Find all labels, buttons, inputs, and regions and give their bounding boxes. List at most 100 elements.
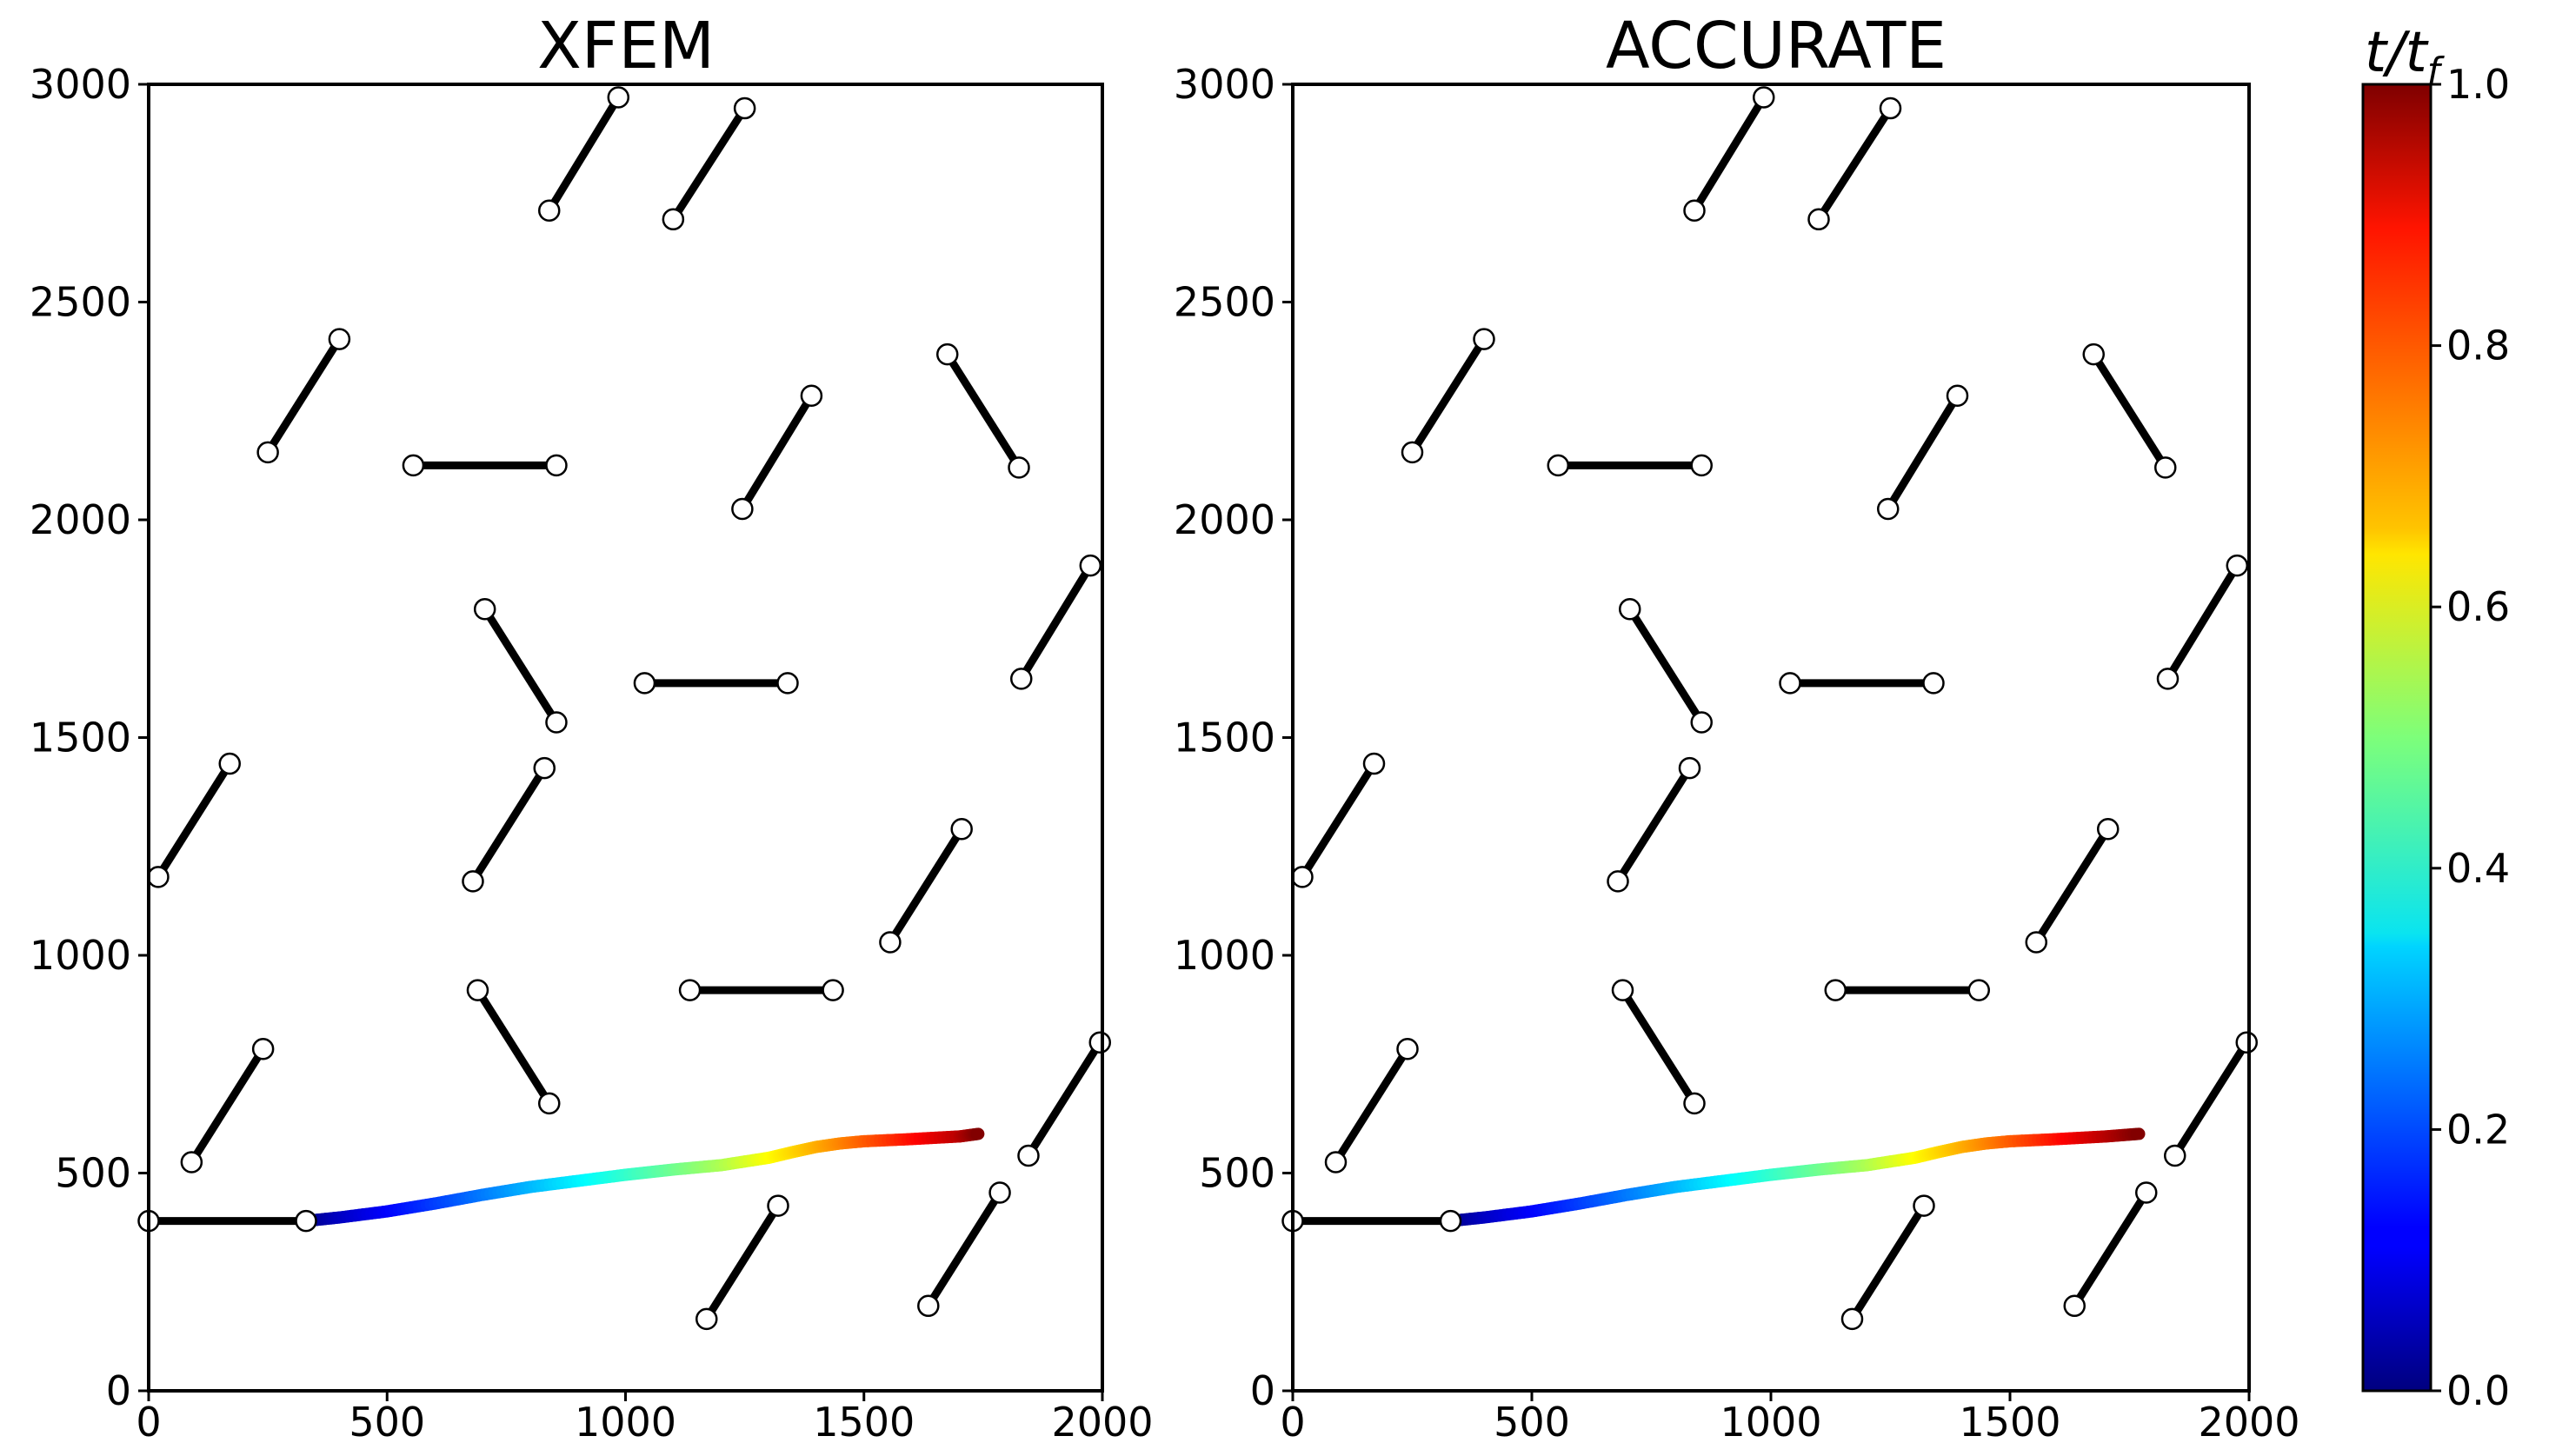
- accurate-fracture-tip-marker: [1690, 454, 1713, 477]
- accurate-fracture-tip-marker: [2063, 1294, 2086, 1318]
- accurate-fracture-tip-marker: [1678, 756, 1701, 780]
- accurate-fracture-tip-marker: [1611, 979, 1634, 1001]
- xfem-fracture-tip-marker: [256, 441, 279, 464]
- accurate-fracture-tip-marker: [1946, 384, 1969, 407]
- xfem-fracture-tip-marker: [537, 199, 561, 223]
- xfem-fracture-tip-marker: [695, 1307, 718, 1331]
- accurate-fracture-tip-marker: [1690, 711, 1713, 734]
- xfem-fracture-tip-marker: [545, 454, 568, 477]
- xfem-fracture-tip-marker: [251, 1037, 275, 1060]
- xfem-y-tick-label: 2000: [30, 496, 131, 543]
- xfem-y-tick-label: 1500: [30, 715, 131, 761]
- accurate-fracture-tip-marker: [1824, 979, 1847, 1001]
- accurate-fracture-tip-marker: [2082, 342, 2105, 366]
- xfem-fracture-tip-marker: [1088, 1031, 1112, 1054]
- xfem-fracture-tip-marker: [607, 86, 630, 109]
- accurate-x-tick-label: 1500: [1959, 1399, 2060, 1446]
- accurate-fracture-tip-marker: [1779, 672, 1801, 695]
- accurate-y-tick-label: 1500: [1174, 715, 1275, 761]
- accurate-y-tick-label: 0: [1250, 1367, 1275, 1414]
- xfem-plot-area: [137, 86, 1112, 1331]
- accurate-fracture-tip-marker: [1547, 454, 1569, 477]
- xfem-x-tick-label: 0: [136, 1399, 161, 1446]
- xfem-fracture-tip-marker: [988, 1181, 1011, 1204]
- xfem-fracture-tip-marker: [473, 597, 496, 621]
- accurate-y-tick-label: 1000: [1174, 932, 1275, 979]
- xfem-natural-fracture: [188, 1047, 267, 1165]
- accurate-natural-fracture: [1299, 761, 1378, 880]
- accurate-fracture-tip-marker: [1439, 1209, 1462, 1233]
- xfem-natural-fracture: [469, 766, 549, 884]
- accurate-fracture-tip-marker: [1967, 979, 1990, 1001]
- xfem-natural-fracture: [481, 607, 560, 725]
- xfem-fracture-tip-marker: [328, 328, 351, 350]
- accurate-fracture-tip-marker: [2156, 668, 2180, 690]
- accurate-y-tick-label: 2500: [1174, 279, 1275, 326]
- xfem-fracture-tip-marker: [402, 454, 425, 477]
- xfem-fracture-tip-marker: [537, 1092, 561, 1115]
- xfem-fracture-tip-marker: [533, 756, 556, 780]
- accurate-natural-fracture: [1408, 336, 1487, 455]
- accurate-panel: ACCURATE 0 500 1000 1500 2000 0 500 1000 1500 20…: [1174, 9, 2300, 1446]
- accurate-fracture-tip-marker: [1877, 497, 1900, 521]
- colorbar-tick-label: 1.0: [2446, 61, 2510, 108]
- accurate-y-tick-label: 500: [1199, 1150, 1275, 1197]
- xfem-x-tick-label: 2000: [1051, 1399, 1153, 1446]
- xfem-fracture-tip-marker: [678, 979, 702, 1001]
- colorbar: t/tf 0.0 0.2 0.4 0.6 0.8 1.0: [2361, 21, 2510, 1414]
- xfem-natural-fracture: [924, 1190, 1003, 1308]
- xfem-fracture-tip-marker: [466, 979, 489, 1001]
- accurate-natural-fracture: [1626, 607, 1706, 725]
- accurate-natural-fracture: [1619, 987, 1698, 1106]
- xfem-fracture-tip-marker: [1017, 1144, 1040, 1167]
- xfem-fracture-tip-marker: [662, 208, 685, 231]
- xfem-y-tick-label: 500: [55, 1150, 131, 1197]
- xfem-x-tick-label: 1500: [813, 1399, 915, 1446]
- accurate-x-tick-label: 500: [1494, 1399, 1570, 1446]
- accurate-natural-fracture: [2164, 563, 2241, 681]
- xfem-x-tick-label: 500: [349, 1399, 425, 1446]
- accurate-x-tick-label: 2000: [2198, 1399, 2299, 1446]
- xfem-natural-fracture: [1025, 1040, 1104, 1158]
- xfem-fracture-tip-marker: [879, 931, 902, 954]
- accurate-fracture-tip-marker: [2164, 1144, 2186, 1167]
- colorbar-gradient: [2361, 83, 2433, 1393]
- xfem-natural-fracture: [264, 336, 343, 455]
- colorbar-ticks: 0.0 0.2 0.4 0.6 0.8 1.0: [2431, 61, 2510, 1414]
- xfem-natural-fracture: [887, 827, 965, 945]
- accurate-natural-fracture: [1815, 106, 1894, 222]
- xfem-axes-frame: [147, 83, 1104, 1393]
- xfem-y-tick-label: 0: [106, 1367, 131, 1414]
- accurate-fracture-tip-marker: [1840, 1307, 1864, 1331]
- xfem-natural-fracture: [669, 106, 749, 222]
- accurate-fracture-tip-marker: [1913, 1194, 1935, 1217]
- xfem-fracture-tip-marker: [147, 866, 170, 888]
- accurate-fracture-tip-marker: [1922, 672, 1945, 695]
- xfem-fracture-tip-marker: [776, 672, 799, 695]
- accurate-fracture-tip-marker: [1396, 1037, 1419, 1060]
- xfem-natural-fracture: [1017, 563, 1095, 681]
- xfem-natural-fracture: [702, 1203, 782, 1321]
- accurate-x-tick-label: 1000: [1720, 1399, 1821, 1446]
- xfem-y-ticks: 0 500 1000 1500 2000 2500 3000: [30, 61, 149, 1414]
- accurate-x-tick-label: 0: [1280, 1399, 1305, 1446]
- xfem-fracture-tip-marker: [1010, 668, 1033, 690]
- xfem-y-tick-label: 3000: [30, 61, 131, 108]
- colorbar-label: t/tf: [2365, 21, 2446, 92]
- xfem-fracture-tip-marker: [218, 752, 241, 775]
- colorbar-tick-label: 0.4: [2446, 845, 2510, 892]
- xfem-fracture-tip-marker: [935, 342, 959, 366]
- accurate-fracture-tip-marker: [1473, 328, 1495, 350]
- accurate-natural-fracture: [1614, 766, 1694, 884]
- xfem-fracture-tip-marker: [822, 979, 844, 1001]
- colorbar-tick-label: 0.0: [2446, 1367, 2510, 1414]
- xfem-y-tick-label: 1000: [30, 932, 131, 979]
- accurate-fracture-tip-marker: [2097, 817, 2120, 841]
- xfem-fracture-tip-marker: [462, 870, 484, 893]
- xfem-fracture-tip-marker: [1079, 554, 1102, 577]
- accurate-fracture-tip-marker: [1683, 199, 1706, 223]
- xfem-fracture-tip-marker: [950, 817, 973, 841]
- colorbar-label-main: t/t: [2365, 21, 2430, 85]
- accurate-natural-fracture: [1691, 95, 1767, 213]
- xfem-fracture-tip-marker: [731, 497, 754, 521]
